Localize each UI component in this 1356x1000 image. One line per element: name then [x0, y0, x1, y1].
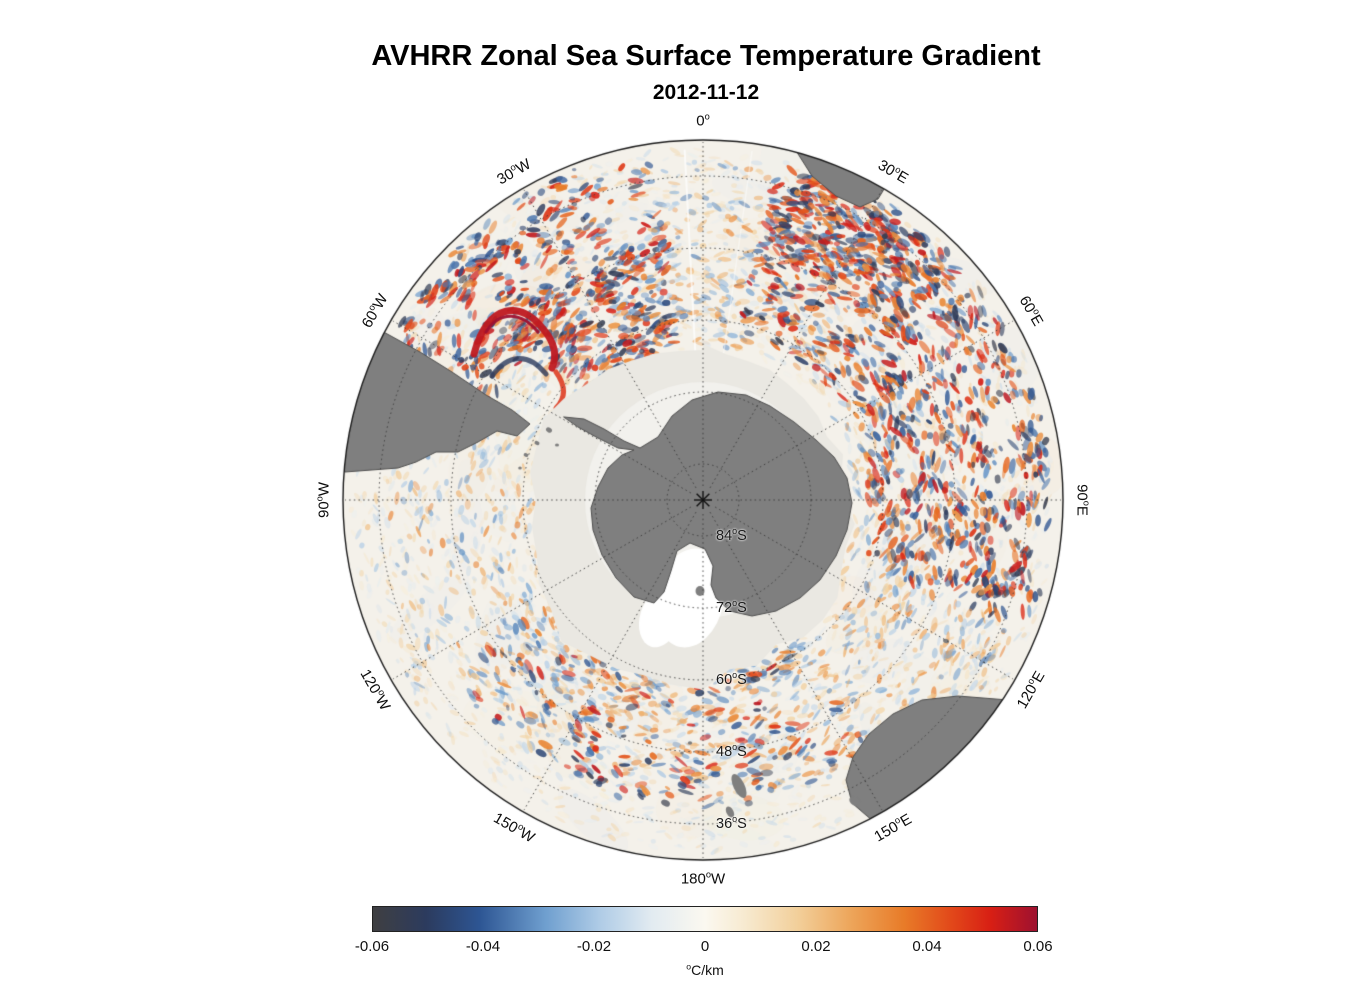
colorbar	[372, 906, 1038, 932]
colorbar-tick--0.06: -0.06	[354, 938, 390, 955]
colorbar-tick-0.06: 0.06	[1023, 938, 1053, 955]
colorbar-tick--0.04: -0.04	[465, 938, 501, 955]
colorbar-tick--0.02: -0.02	[576, 938, 612, 955]
colorbar-tick-0.04: 0.04	[912, 938, 942, 955]
colorbar-tick-0.02: 0.02	[801, 938, 831, 955]
colorbar-tick-labels: -0.06 -0.04 -0.02 0 0.02 0.04 0.06	[355, 938, 1053, 956]
colorbar-tick-0: 0	[700, 938, 710, 955]
colorbar-unit-label: oC/km	[686, 961, 724, 978]
